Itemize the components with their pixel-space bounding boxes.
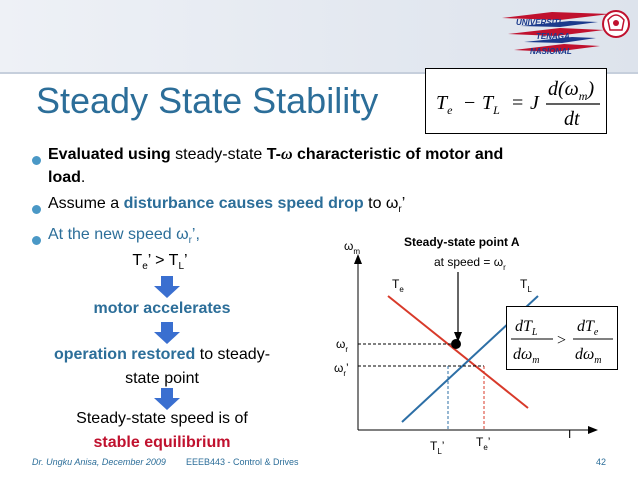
bullet-dot-1	[32, 156, 41, 165]
down-arrow-icon	[154, 322, 180, 344]
y-axis-label: ωm	[344, 239, 360, 256]
slide-title: Steady State Stability	[36, 80, 379, 121]
flow-step-motor-accelerates: motor accelerates	[93, 300, 231, 317]
eq-minus: −	[464, 92, 475, 114]
bullet-dot-3	[32, 236, 41, 245]
ineq-dw2: dωm	[575, 346, 602, 366]
bullet-1-line-1: Evaluated using steady-state T-ω charact…	[48, 146, 504, 163]
wr-prime-label: ωr’	[334, 361, 349, 378]
logo-stripes	[502, 12, 610, 52]
stability-inequality-box: dTL dωm > dTe dωm	[506, 306, 618, 370]
university-logo: UNIVERSITI TENAGA NASIONAL	[500, 6, 632, 64]
bullet-dot-2	[32, 205, 41, 214]
down-arrow-icon	[154, 276, 180, 298]
ineq-dw: dωm	[513, 346, 540, 366]
bullet-3: At the new speed ωr’,	[48, 226, 200, 247]
flow-step-operation-restored: operation restored to steady-	[53, 346, 271, 363]
header-divider	[0, 72, 638, 74]
pointer-arrow-icon	[454, 332, 462, 342]
te-curve	[387, 295, 529, 409]
eq-te: Te	[436, 92, 453, 117]
te-curve-label: Te	[392, 277, 404, 294]
footer-page-number: 42	[596, 457, 607, 467]
footer-course: EEEB443 - Control & Drives	[186, 457, 299, 467]
ineq-dte: dTe	[577, 318, 599, 338]
eq-equals: =	[512, 92, 523, 114]
logo-line-2: TENAGA	[536, 32, 570, 41]
ineq-gt: >	[557, 332, 566, 349]
eq-tl: TL	[482, 92, 500, 117]
logo-emblem-icon	[602, 10, 630, 38]
te-prime-label: Te’	[476, 435, 490, 452]
eq-numerator: d(ωm)	[548, 78, 594, 103]
flow-conclusion: Steady-state speed is of	[76, 410, 248, 427]
flow-step-state-point: state point	[125, 370, 199, 387]
y-axis-arrow-icon	[354, 254, 362, 264]
flow-result-stable-equilibrium: stable equilibrium	[93, 434, 231, 451]
torque-equation-box: Te − TL = J d(ωm) dt	[425, 68, 607, 134]
x-axis-arrow-icon	[588, 426, 598, 434]
footer-author: Dr. Ungku Anisa, December 2009	[32, 457, 166, 467]
point-a-subtitle: at speed = ωr	[434, 255, 506, 272]
torque-condition: Te’ > TL’	[132, 252, 188, 273]
down-arrow-icon	[154, 388, 180, 410]
point-a-title: Steady-state point A	[404, 235, 520, 249]
eq-denominator: dt	[564, 108, 580, 130]
tl-curve-label: TL	[520, 277, 532, 294]
header-band	[0, 0, 638, 72]
x-axis-label: T	[566, 427, 574, 441]
wr-label: ωr	[336, 337, 348, 354]
logo-line-3: NASIONAL	[530, 47, 572, 56]
bullet-1-line-2: load.	[48, 169, 86, 186]
tl-prime-label: TL’	[430, 439, 444, 456]
ineq-dtl: dTL	[515, 318, 538, 338]
eq-j: J	[530, 92, 540, 114]
bullet-2: Assume a disturbance causes speed drop t…	[48, 195, 406, 216]
logo-line-1: UNIVERSITI	[516, 18, 562, 27]
